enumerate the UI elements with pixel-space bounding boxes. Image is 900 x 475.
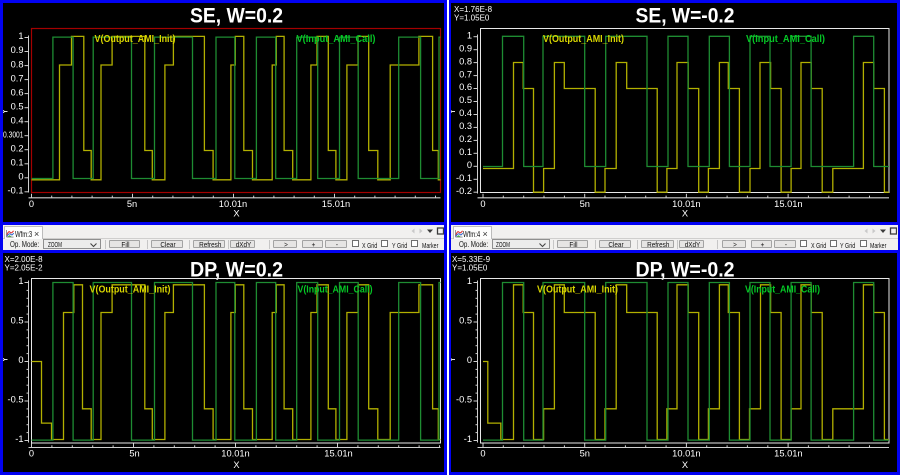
svg-text:0: 0 — [18, 171, 23, 181]
svg-text:0.1: 0.1 — [459, 147, 472, 157]
svg-text:0.4: 0.4 — [459, 108, 472, 118]
svg-text:Y: Y — [451, 356, 457, 362]
svg-text:-0.2: -0.2 — [456, 185, 472, 195]
svg-text:0.5: 0.5 — [10, 315, 23, 325]
svg-text:0.9: 0.9 — [10, 45, 23, 55]
svg-text:X=1.76E-8: X=1.76E-8 — [454, 5, 493, 14]
svg-text:0.6: 0.6 — [459, 82, 472, 92]
svg-text:5n: 5n — [580, 448, 590, 458]
svg-text:X: X — [233, 208, 239, 218]
svg-text:V(Input_AMI_Call): V(Input_AMI_Call) — [745, 283, 820, 295]
svg-text:15.01n: 15.01n — [774, 199, 802, 209]
svg-text:0.7: 0.7 — [10, 73, 23, 83]
svg-text:0.5: 0.5 — [459, 315, 472, 325]
svg-text:1: 1 — [467, 276, 472, 286]
svg-text:0.3: 0.3 — [459, 121, 472, 131]
svg-text:0: 0 — [467, 355, 472, 365]
svg-text:1: 1 — [467, 30, 472, 40]
svg-text:V(Input_AMI_Call): V(Input_AMI_Call) — [296, 33, 375, 45]
svg-text:0.6: 0.6 — [10, 87, 23, 97]
svg-text:0.5: 0.5 — [10, 101, 23, 111]
svg-text:V(Output_AMI_Init): V(Output_AMI_Init) — [543, 33, 624, 45]
svg-text:0.8: 0.8 — [459, 56, 472, 66]
svg-text:0.1: 0.1 — [10, 157, 23, 167]
svg-text:SE, W=-0.2: SE, W=-0.2 — [636, 3, 735, 27]
svg-text:10.01n: 10.01n — [672, 199, 700, 209]
svg-text:0: 0 — [480, 199, 485, 209]
svg-text:5n: 5n — [126, 199, 136, 209]
svg-text:15.01n: 15.01n — [774, 448, 802, 458]
svg-text:0: 0 — [480, 448, 485, 458]
svg-text:0.2: 0.2 — [10, 143, 23, 153]
svg-text:X=2.00E-8: X=2.00E-8 — [4, 255, 43, 264]
svg-text:10.01n: 10.01n — [672, 448, 700, 458]
svg-text:V(Output_AMI_Init): V(Output_AMI_Init) — [89, 283, 170, 295]
svg-text:Y=1.05E0: Y=1.05E0 — [452, 263, 488, 272]
svg-text:-0.5: -0.5 — [456, 394, 472, 404]
svg-text:SE, W=0.2: SE, W=0.2 — [190, 3, 283, 27]
svg-text:0.2: 0.2 — [459, 134, 472, 144]
svg-text:-1: -1 — [15, 434, 23, 444]
svg-text:0: 0 — [28, 199, 33, 209]
svg-text:-1: -1 — [464, 434, 472, 444]
svg-text:0: 0 — [467, 160, 472, 170]
svg-text:X: X — [233, 460, 239, 470]
svg-text:15.01n: 15.01n — [324, 448, 352, 458]
svg-text:5n: 5n — [580, 199, 590, 209]
svg-text:0.5: 0.5 — [459, 95, 472, 105]
svg-text:0.7: 0.7 — [459, 69, 472, 79]
svg-text:15.01n: 15.01n — [321, 199, 349, 209]
svg-text:DP, W=-0.2: DP, W=-0.2 — [636, 257, 735, 281]
svg-text:Y=2.05E-2: Y=2.05E-2 — [4, 263, 43, 272]
svg-text:-0.1: -0.1 — [7, 185, 23, 195]
svg-text:5n: 5n — [129, 448, 139, 458]
svg-text:Y: Y — [3, 356, 10, 362]
svg-text:0.3001: 0.3001 — [3, 130, 24, 139]
svg-text:0: 0 — [18, 355, 23, 365]
svg-text:V(Input_AMI_Call): V(Input_AMI_Call) — [297, 283, 372, 295]
svg-text:DP, W=0.2: DP, W=0.2 — [190, 257, 283, 281]
svg-text:X=5.33E-9: X=5.33E-9 — [452, 255, 491, 264]
svg-text:10.01n: 10.01n — [221, 448, 249, 458]
svg-text:0: 0 — [28, 448, 33, 458]
svg-text:Y=1.05E0: Y=1.05E0 — [454, 13, 490, 22]
svg-text:1: 1 — [18, 31, 23, 41]
svg-text:1: 1 — [18, 276, 23, 286]
svg-text:10.01n: 10.01n — [218, 199, 246, 209]
svg-text:V(Output_AMI_Init): V(Output_AMI_Init) — [94, 33, 175, 45]
svg-text:-0.5: -0.5 — [7, 394, 23, 404]
svg-text:Y: Y — [451, 108, 457, 114]
svg-text:0.9: 0.9 — [459, 43, 472, 53]
svg-text:X: X — [682, 460, 688, 470]
svg-text:X: X — [682, 208, 688, 218]
svg-text:V(Input_AMI_Call): V(Input_AMI_Call) — [746, 33, 825, 45]
svg-text:-0.1: -0.1 — [456, 173, 472, 183]
svg-text:V(Output_AMI_Init): V(Output_AMI_Init) — [537, 283, 618, 295]
svg-text:0.8: 0.8 — [10, 59, 23, 69]
svg-text:0.4: 0.4 — [10, 115, 23, 125]
svg-text:Y: Y — [3, 108, 10, 114]
